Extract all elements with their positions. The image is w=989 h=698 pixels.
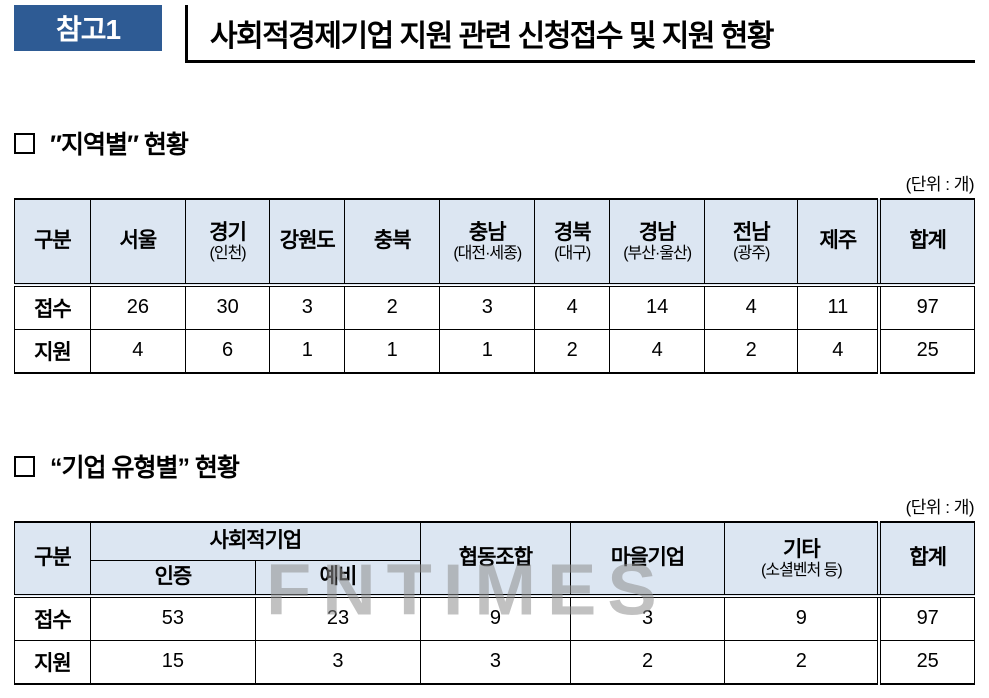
cell-received-gyeonggi: 30 xyxy=(184,284,271,330)
sub-header-preliminary: 예비 xyxy=(254,559,422,598)
cell-received-preliminary: 23 xyxy=(254,595,422,641)
cell-received-chungnam: 3 xyxy=(439,284,536,330)
cell-supported-total: 25 xyxy=(877,328,976,374)
cell-supported-coop: 3 xyxy=(420,639,571,685)
cell-supported-gangwon: 1 xyxy=(269,328,346,374)
row-label-supported: 지원 xyxy=(14,639,91,685)
col-header-gyeongbuk: 경북 (대구) xyxy=(534,198,611,287)
col-header-jeju: 제주 xyxy=(797,198,880,287)
section-heading-regional: ″지역별″ 현황 xyxy=(14,125,975,161)
col-header-chungbuk: 충북 xyxy=(344,198,441,287)
table-row-supported: 지원 15 3 3 2 2 25 xyxy=(14,639,976,685)
cell-supported-gyeonggi: 6 xyxy=(184,328,271,374)
cell-supported-certified: 15 xyxy=(89,639,256,685)
cell-received-other: 9 xyxy=(724,595,880,641)
unit-label-type: (단위 : 개) xyxy=(905,498,975,517)
reference-badge: 참고1 xyxy=(14,5,162,51)
col-header-jeonnam: 전남 (광주) xyxy=(704,198,799,287)
page-header: 참고1 사회적경제기업 지원 관련 신청접수 및 지원 현황 xyxy=(14,0,975,63)
type-table: 구분 사회적기업 협동조합 마을기업 기타 (소셜벤처 등) 합계 인증 예비 접… xyxy=(14,521,976,685)
col-header-gyeongnam: 경남 (부산·울산) xyxy=(609,198,706,287)
cell-received-total: 97 xyxy=(877,595,976,641)
type-table-wrapper: FNTIMES 구분 사회적기업 협동조합 마을기업 기타 (소셜벤처 등) 합계… xyxy=(14,521,976,685)
cell-received-certified: 53 xyxy=(89,595,256,641)
sub-header-certified: 인증 xyxy=(89,559,256,598)
cell-received-jeju: 11 xyxy=(797,284,880,330)
cell-received-chungbuk: 2 xyxy=(344,284,441,330)
group-header-social-enterprise: 사회적기업 xyxy=(89,521,422,561)
cell-received-jeonnam: 4 xyxy=(704,284,799,330)
cell-supported-gyeongbuk: 2 xyxy=(534,328,611,374)
cell-received-gyeongnam: 14 xyxy=(609,284,706,330)
regional-header-row: 구분 서울 경기 (인천) 강원도 충북 충남 (대전·세종) 경북 (대구) 경남(… xyxy=(14,198,976,287)
cell-received-gangwon: 3 xyxy=(269,284,346,330)
cell-received-village: 3 xyxy=(569,595,726,641)
cell-supported-chungnam: 1 xyxy=(439,328,536,374)
type-header-row-1: 구분 사회적기업 협동조합 마을기업 기타 (소셜벤처 등) 합계 xyxy=(14,521,976,598)
cell-supported-seoul: 4 xyxy=(89,328,186,374)
col-header-chungnam: 충남 (대전·세종) xyxy=(439,198,536,287)
cell-supported-preliminary: 3 xyxy=(254,639,422,685)
section-heading-type: “기업 유형별” 현황 xyxy=(14,448,975,484)
unit-label-regional: (단위 : 개) xyxy=(905,175,975,194)
row-label-supported: 지원 xyxy=(14,328,91,374)
cell-supported-jeju: 4 xyxy=(797,328,880,374)
type-header-row-2: 인증 예비 xyxy=(15,559,975,598)
cell-supported-gyeongnam: 4 xyxy=(609,328,706,374)
cell-supported-jeonnam: 2 xyxy=(704,328,799,374)
cell-received-seoul: 26 xyxy=(89,284,186,330)
table-row-received: 접수 53 23 9 3 9 97 xyxy=(14,595,976,641)
corner-header: 구분 xyxy=(14,521,91,598)
cell-received-coop: 9 xyxy=(420,595,571,641)
cell-supported-total: 25 xyxy=(877,639,976,685)
cell-supported-village: 2 xyxy=(569,639,726,685)
col-header-village: 마을기업 xyxy=(569,521,726,598)
regional-table: 구분 서울 경기 (인천) 강원도 충북 충남 (대전·세종) 경북 (대구) 경남(… xyxy=(14,198,976,374)
col-header-total: 합계 xyxy=(877,198,976,287)
page-title: 사회적경제기업 지원 관련 신청접수 및 지원 현황 xyxy=(185,5,975,63)
col-header-gangwon: 강원도 xyxy=(269,198,346,287)
col-header-other: 기타 (소셜벤처 등) xyxy=(724,521,880,598)
col-header-gyeonggi: 경기 (인천) xyxy=(184,198,271,287)
cell-supported-chungbuk: 1 xyxy=(344,328,441,374)
col-header-total: 합계 xyxy=(877,521,976,598)
square-bullet-icon xyxy=(14,455,35,477)
col-header-coop: 협동조합 xyxy=(420,521,571,598)
table-row-supported: 지원 4 6 1 1 1 2 4 2 4 25 xyxy=(14,328,976,374)
section-heading-regional-label: ″지역별″ 현황 xyxy=(50,131,189,159)
square-bullet-icon xyxy=(14,132,35,154)
cell-received-gyeongbuk: 4 xyxy=(534,284,611,330)
section-heading-type-label: “기업 유형별” 현황 xyxy=(50,454,240,482)
row-label-received: 접수 xyxy=(14,284,91,330)
row-label-received: 접수 xyxy=(14,595,91,641)
cell-received-total: 97 xyxy=(877,284,976,330)
table-row-received: 접수 26 30 3 2 3 4 14 4 11 97 xyxy=(14,284,976,330)
col-header-seoul: 서울 xyxy=(89,198,186,287)
corner-header: 구분 xyxy=(14,198,91,287)
cell-supported-other: 2 xyxy=(724,639,880,685)
